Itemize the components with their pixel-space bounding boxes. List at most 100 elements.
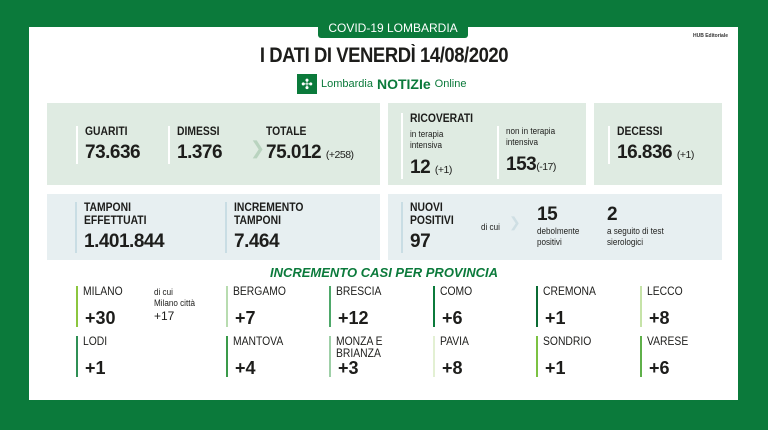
panel-tamponi: TAMPONI EFFETTUATI 1.401.844 INCREMENTO … [47, 194, 380, 260]
label: EFFETTUATI [84, 215, 147, 227]
ti-value: 12 [410, 157, 431, 178]
delta: (+1) [676, 149, 694, 161]
milano-city: di cui Milano città +17 [154, 287, 200, 323]
stat-non-ti: non in terapia intensiva 153(-17) [497, 126, 576, 179]
province-value: +7 [235, 308, 256, 328]
province-value: +12 [338, 308, 369, 328]
label: GUARITI [85, 126, 128, 138]
value: 1.376 [177, 142, 223, 163]
province-value: +8 [442, 358, 463, 378]
province-monza-e-brianza: MONZA E BRIANZA +3 [329, 336, 398, 378]
nti-value: 153 [506, 154, 537, 175]
province-value: +4 [235, 358, 256, 378]
hub-label: HUB Editoriale [692, 33, 728, 39]
province-name: COMO [440, 286, 473, 298]
province-bergamo: BERGAMO +7 [226, 286, 313, 328]
label: di cui [154, 287, 173, 297]
label: RICOVERATI [410, 113, 474, 125]
panel-nuovi-positivi: NUOVI POSITIVI 97 di cui ❯ 15 debolmente… [388, 194, 722, 260]
province-name: PAVIA [440, 336, 469, 348]
value: 7.464 [234, 231, 280, 252]
label: DECESSI [617, 126, 663, 138]
ti-delta: (+1) [434, 164, 452, 176]
province-name: BERGAMO [233, 286, 286, 298]
nti-delta: (-17) [536, 161, 556, 173]
stat-decessi: DECESSI 16.836 (+1) [608, 126, 694, 164]
stat-nuovi-positivi: NUOVI POSITIVI 97 [401, 202, 459, 253]
stat-dimessi: DIMESSI 1.376 [168, 126, 224, 164]
label: debolmente [537, 226, 580, 236]
province-value: +1 [545, 308, 566, 328]
province-lecco: LECCO +8 [640, 286, 727, 328]
stat-tamponi: TAMPONI EFFETTUATI 1.401.844 [75, 202, 165, 253]
province-name: MILANO [83, 286, 123, 298]
logo-text-bold: NOTIZIe [376, 76, 431, 92]
province-value: +30 [85, 308, 116, 328]
province-pavia: PAVIA +8 [433, 336, 520, 378]
chevron-right-icon: ❯ [250, 138, 266, 158]
province-name: MONZA E BRIANZA [336, 336, 383, 360]
province-name: SONDRIO [543, 336, 592, 348]
province-milano: MILANO +30 [76, 286, 163, 328]
province-value: +3 [338, 358, 359, 378]
province-value: +1 [85, 358, 106, 378]
nti-label: non in terapia intensiva [506, 126, 556, 147]
value: +17 [154, 309, 175, 323]
province-sondrio: SONDRIO +1 [536, 336, 623, 378]
logo-text: Lombardia [321, 78, 373, 90]
stat-incremento-tamponi: INCREMENTO TAMPONI 7.464 [225, 202, 311, 253]
province-cremona: CREMONA +1 [536, 286, 623, 328]
di-cui-label: di cui [481, 222, 500, 232]
label: DIMESSI [177, 126, 220, 138]
label: TAMPONI [84, 202, 131, 214]
logo-text-online: Online [434, 78, 467, 90]
label: sierologici [607, 237, 644, 247]
ti-label: in terapia intensiva [410, 129, 444, 150]
province-name: CREMONA [543, 286, 596, 298]
province-value: +6 [442, 308, 463, 328]
value: 15 [537, 204, 558, 225]
value: 16.836 [617, 142, 673, 163]
province-name: LECCO [647, 286, 683, 298]
logo: ✣ Lombardia NOTIZIe Online [297, 74, 466, 94]
label: NUOVI [410, 202, 443, 214]
stat-totale: TOTALE 75.012 (+258) [259, 126, 354, 164]
page-title: I DATI DI VENERDÌ 14/08/2020 [259, 44, 509, 67]
label: Milano città [154, 298, 195, 308]
panel-guariti: GUARITI 73.636 DIMESSI 1.376 ❯ TOTALE 75… [47, 103, 380, 185]
province-value: +1 [545, 358, 566, 378]
province-value: +8 [649, 308, 670, 328]
province-name: BRESCIA [336, 286, 382, 298]
province-como: COMO +6 [433, 286, 520, 328]
label: TOTALE [266, 126, 307, 138]
label: POSITIVI [410, 215, 454, 227]
panel-ricoverati: RICOVERATI in terapia intensiva 12 (+1) … [388, 103, 586, 185]
label: positivi [537, 237, 562, 247]
value: 73.636 [85, 142, 141, 163]
panel-decessi: DECESSI 16.836 (+1) [594, 103, 722, 185]
label: a seguito di test [607, 226, 664, 236]
delta: (+258) [325, 149, 354, 161]
province-varese: VARESE +6 [640, 336, 727, 378]
value: 75.012 [266, 142, 322, 163]
stat-sierologici: 2 a seguito di test sierologici [607, 204, 670, 248]
province-name: LODI [83, 336, 108, 348]
province-mantova: MANTOVA +4 [226, 336, 313, 378]
lombardia-rose-icon: ✣ [297, 74, 317, 94]
header-badge: COVID-19 LOMBARDIA [318, 19, 468, 38]
stat-guariti: GUARITI 73.636 [76, 126, 141, 164]
value: 97 [410, 231, 431, 252]
provinces-heading: INCREMENTO CASI PER PROVINCIA [269, 265, 498, 280]
label: INCREMENTO [234, 202, 304, 214]
province-brescia: BRESCIA +12 [329, 286, 416, 328]
province-value: +6 [649, 358, 670, 378]
chevron-right-icon: ❯ [509, 214, 521, 230]
province-name: VARESE [647, 336, 689, 348]
stat-ricoverati: RICOVERATI in terapia intensiva 12 (+1) [401, 113, 480, 179]
label: TAMPONI [234, 215, 281, 227]
value: 1.401.844 [84, 231, 165, 252]
province-lodi: LODI +1 [76, 336, 163, 378]
stat-debolmente: 15 debolmente positivi [537, 204, 584, 248]
value: 2 [607, 204, 618, 225]
province-name: MANTOVA [233, 336, 284, 348]
